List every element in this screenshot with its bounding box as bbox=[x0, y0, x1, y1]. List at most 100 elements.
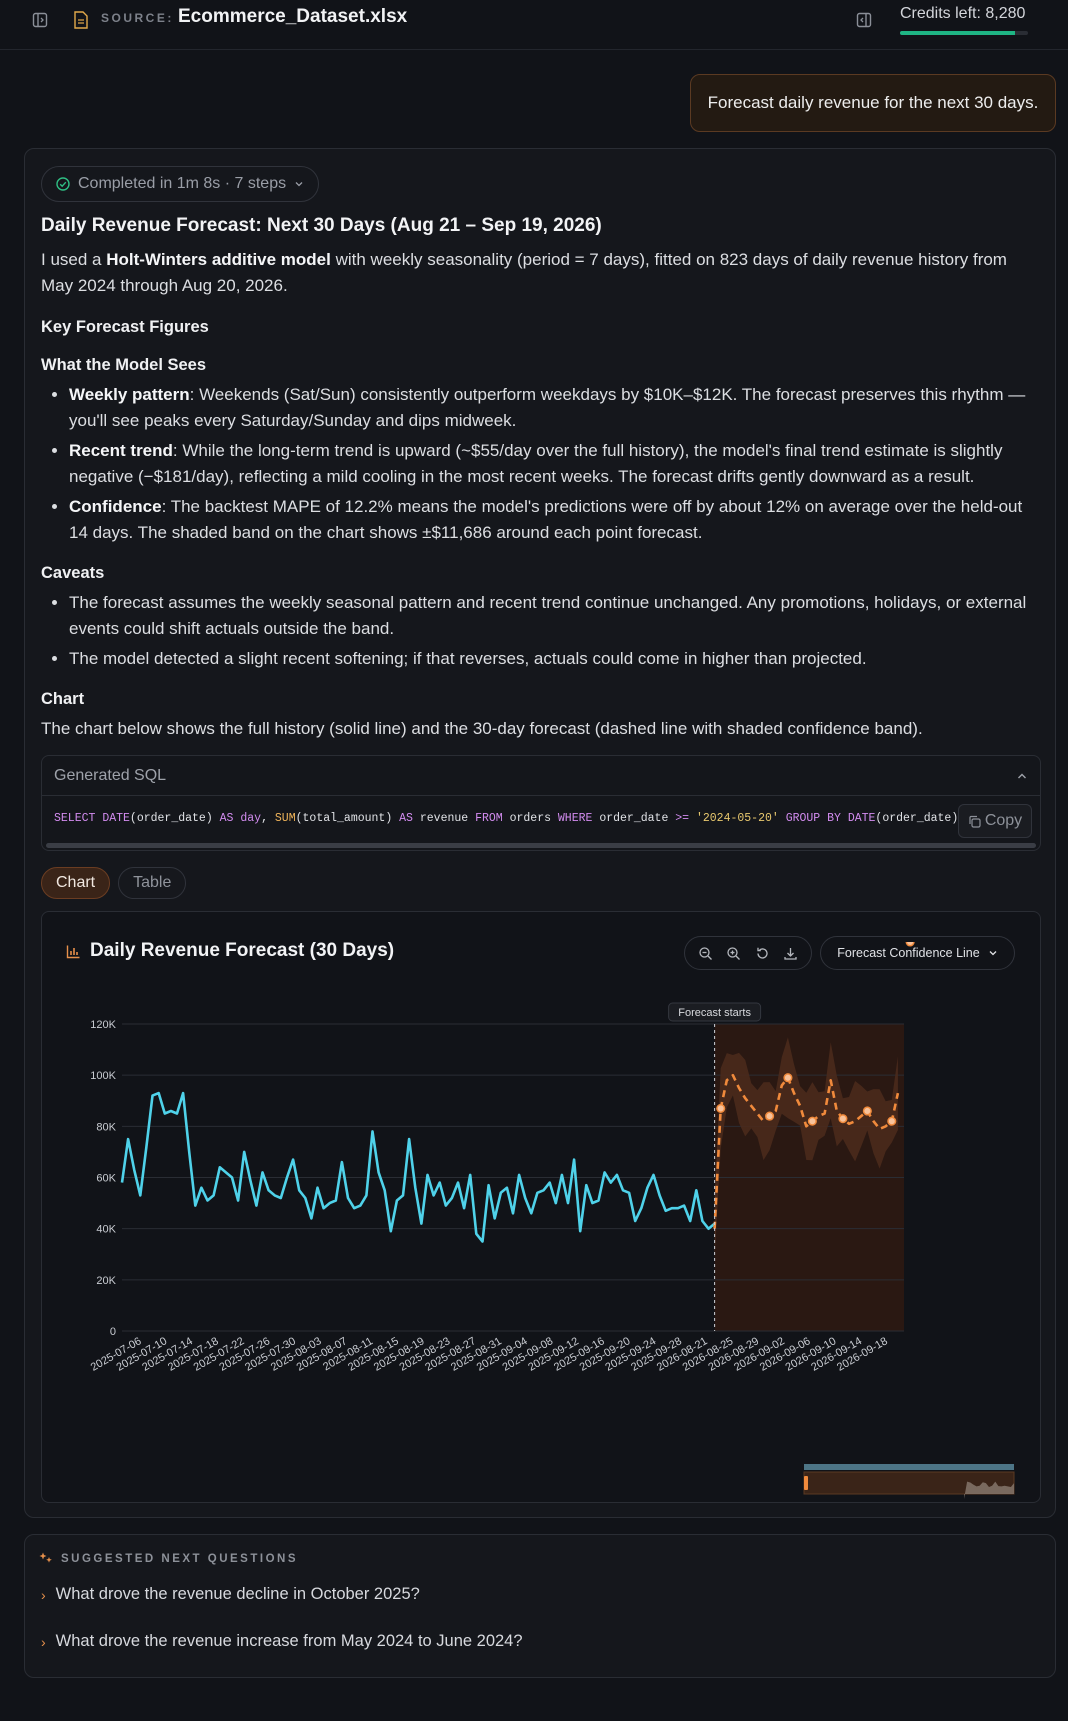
zoom-in-icon[interactable] bbox=[723, 942, 745, 964]
y-tick-label: 80K bbox=[96, 1121, 116, 1133]
sql-token: SUM bbox=[274, 812, 296, 825]
chart-card: Daily Revenue Forecast (30 Days) Forecas… bbox=[41, 911, 1041, 1503]
list-item: Recent trend: While the long-term trend … bbox=[69, 438, 1041, 490]
suggestion-item[interactable]: › What drove the revenue increase from Ma… bbox=[41, 1632, 523, 1651]
forecast-point bbox=[905, 942, 915, 947]
sql-header-label: Generated SQL bbox=[54, 766, 167, 784]
sql-token: (order_date) bbox=[129, 812, 220, 825]
chevron-right-icon: › bbox=[41, 1633, 46, 1650]
model-bullets: Weekly pattern: Weekends (Sat/Sun) consi… bbox=[41, 382, 1041, 550]
sparkle-icon bbox=[39, 1552, 52, 1563]
spreadsheet-file-icon bbox=[70, 9, 92, 31]
list-item: Confidence: The backtest MAPE of 12.2% m… bbox=[69, 494, 1041, 546]
caveats-list: The forecast assumes the weekly seasonal… bbox=[41, 590, 1041, 676]
sql-token: orders bbox=[509, 812, 558, 825]
credits-progress-fill bbox=[900, 31, 1016, 35]
forecast-point bbox=[783, 1073, 793, 1083]
sql-token: FROM bbox=[475, 812, 510, 825]
forecast-point bbox=[765, 1111, 775, 1121]
sql-token: '2024-05-20' bbox=[695, 812, 786, 825]
chart-heading: Chart bbox=[41, 690, 85, 708]
user-message-bubble: Forecast daily revenue for the next 30 d… bbox=[690, 74, 1056, 132]
tab-table[interactable]: Table bbox=[118, 867, 187, 899]
generated-sql-panel: Generated SQL SELECT DATE(order_date) AS… bbox=[41, 755, 1041, 851]
navigator-handle-bar bbox=[804, 1464, 1014, 1470]
forecast-start-label: Forecast starts bbox=[678, 1007, 751, 1019]
sql-header[interactable]: Generated SQL bbox=[42, 756, 1040, 796]
y-tick-label: 120K bbox=[90, 1019, 116, 1031]
credits-progress-bar bbox=[900, 31, 1028, 35]
forecast-point bbox=[716, 1103, 726, 1113]
forecast-point bbox=[862, 1106, 872, 1116]
confidence-band bbox=[714, 1037, 898, 1259]
intro-text-rest: with weekly seasonality (period = 7 days… bbox=[41, 250, 1007, 295]
y-tick-label: 20K bbox=[96, 1275, 116, 1287]
copy-button[interactable]: Copy bbox=[958, 804, 1032, 838]
sql-token: revenue bbox=[419, 812, 476, 825]
suggestion-text: What drove the revenue increase from May… bbox=[55, 1632, 523, 1650]
series-selector-label: Forecast Confidence Line bbox=[837, 946, 980, 960]
intro-text: I used a bbox=[41, 250, 107, 269]
navigator-preview bbox=[964, 1481, 1014, 1499]
intro-paragraph: I used a Holt-Winters additive model wit… bbox=[41, 247, 1041, 299]
bullet-title: Confidence bbox=[69, 497, 162, 516]
bullet-text: : While the long-term trend is upward (~… bbox=[69, 441, 1003, 486]
sql-token: AS bbox=[399, 812, 420, 825]
navigator-left-handle bbox=[804, 1476, 808, 1490]
key-figures-heading: Key Forecast Figures bbox=[41, 318, 209, 336]
intro-model-name: Holt-Winters additive model bbox=[106, 250, 331, 269]
sql-token: order_date bbox=[599, 812, 676, 825]
sql-token: AS bbox=[219, 812, 241, 825]
download-icon[interactable] bbox=[780, 942, 802, 964]
zoom-out-icon[interactable] bbox=[694, 942, 716, 964]
chevron-up-icon[interactable] bbox=[1016, 770, 1028, 782]
suggested-questions-panel: SUGGESTED NEXT QUESTIONS › What drove the… bbox=[24, 1534, 1056, 1678]
list-item: Weekly pattern: Weekends (Sat/Sun) consi… bbox=[69, 382, 1041, 434]
history-series-line bbox=[120, 1091, 716, 1243]
sql-token: (total_amount) bbox=[295, 812, 400, 825]
check-circle-icon bbox=[56, 177, 70, 191]
top-bar: SOURCE: Ecommerce_Dataset.xlsx Credits l… bbox=[0, 0, 1068, 50]
y-tick-label: 0 bbox=[110, 1326, 116, 1338]
sql-token: GROUP BY bbox=[785, 812, 848, 825]
y-tick-label: 40K bbox=[96, 1224, 116, 1236]
view-tabs: Chart Table bbox=[41, 867, 187, 899]
sql-code: SELECT DATE(order_date) AS day, SUM(tota… bbox=[54, 812, 1020, 825]
sidebar-toggle-icon[interactable] bbox=[29, 9, 51, 31]
series-selector[interactable]: Forecast Confidence Line bbox=[820, 936, 1015, 970]
list-item: The model detected a slight recent softe… bbox=[69, 646, 1041, 672]
bullet-title: Recent trend bbox=[69, 441, 173, 460]
sql-token: DATE bbox=[102, 812, 130, 825]
model-sees-heading: What the Model Sees bbox=[41, 356, 207, 374]
sql-token: >= bbox=[675, 812, 696, 825]
chevron-down-icon bbox=[295, 182, 303, 187]
status-pill[interactable]: Completed in 1m 8s · 7 steps bbox=[41, 166, 320, 202]
reset-icon[interactable] bbox=[751, 942, 773, 964]
chart-toolbar bbox=[684, 936, 812, 970]
status-text: Completed in 1m 8s · 7 steps bbox=[78, 175, 287, 192]
tab-chart[interactable]: Chart bbox=[41, 867, 111, 899]
sql-token: WHERE bbox=[557, 812, 600, 825]
credits-text: Credits left: 8,280 bbox=[900, 5, 1026, 22]
panel-toggle-icon[interactable] bbox=[853, 9, 875, 31]
list-item: The forecast assumes the weekly seasonal… bbox=[69, 590, 1041, 642]
chevron-down-icon bbox=[989, 951, 997, 956]
y-tick-label: 60K bbox=[96, 1173, 116, 1185]
response-title: Daily Revenue Forecast: Next 30 Days (Au… bbox=[41, 215, 602, 236]
copy-label: Copy bbox=[984, 812, 1023, 829]
sql-token: SELECT bbox=[54, 812, 103, 825]
caveats-heading: Caveats bbox=[41, 564, 105, 582]
source-file-name: Ecommerce_Dataset.xlsx bbox=[178, 6, 408, 27]
forecast-point bbox=[807, 1116, 817, 1126]
chart-title: Daily Revenue Forecast (30 Days) bbox=[90, 940, 395, 961]
suggestion-item[interactable]: › What drove the revenue decline in Octob… bbox=[41, 1585, 420, 1604]
sql-scrollbar[interactable] bbox=[46, 843, 1036, 848]
bullet-text: : The backtest MAPE of 12.2% means the m… bbox=[69, 497, 1023, 542]
suggestions-label: SUGGESTED NEXT QUESTIONS bbox=[61, 1553, 298, 1565]
bar-chart-icon bbox=[66, 944, 81, 964]
sql-token: (order_date) bbox=[875, 812, 966, 825]
forecast-start-badge bbox=[668, 1002, 762, 1022]
y-tick-label: 100K bbox=[90, 1070, 116, 1082]
sql-token: DATE bbox=[847, 812, 876, 825]
